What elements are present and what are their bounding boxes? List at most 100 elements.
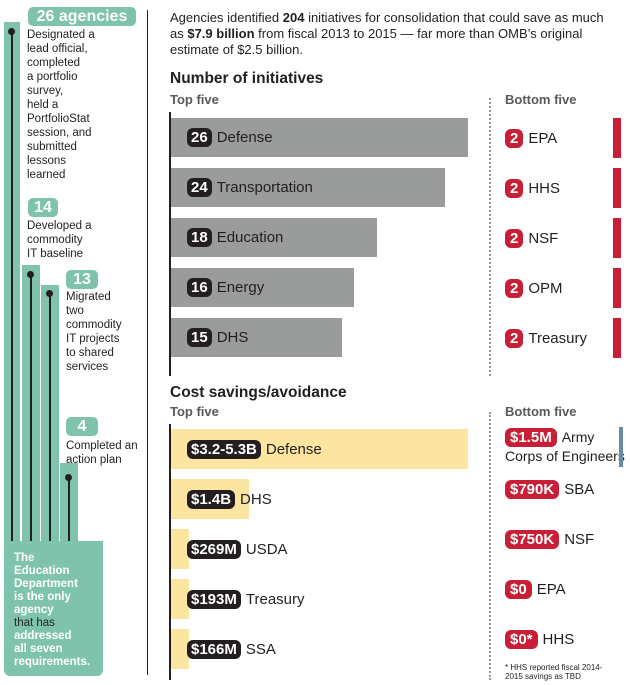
bottom-item: 2 OPM [505,279,563,298]
guide-line-3 [49,294,51,572]
sidebar-footer-box: The Education Department is the only agenc… [4,541,103,676]
axis-line [169,112,171,376]
top-five-label: Top five [170,92,219,107]
bar-label: 26 Defense [187,128,273,147]
value-label: $3.2-5.3B [187,439,261,459]
value-label: 18 [187,228,212,247]
bottom-item: 2 EPA [505,129,557,148]
bottom-value-label: $750K [505,530,560,549]
value-label: $1.4B [187,489,236,509]
bar-label: $166M SSA [187,639,276,659]
bottom-category-label: EPA [536,581,566,598]
bar [171,118,468,157]
bottom-category-label: NSF [528,230,559,247]
category-label: Defense [265,440,322,458]
category-label: SSA [245,640,276,658]
bottom-item: 2 NSF [505,229,558,248]
bottom-item: $0 EPA [505,580,566,599]
step-description: Migrated two commodity IT projects to shar… [66,291,122,373]
bottom-value-label: 2 [505,179,524,198]
bottom-item: 2 HHS [505,179,560,198]
bottom-value-label: 2 [505,229,524,248]
category-label: Education [216,229,284,246]
chart-title: Number of initiatives [170,70,324,87]
bottom-five-label: Bottom five [505,404,577,419]
bottom-category-label: EPA [528,130,558,147]
step-dot-2 [27,271,34,278]
bottom-value-label: 2 [505,129,524,148]
category-label: DHS [240,490,272,508]
step-count-badge: 26 agencies [28,7,136,26]
category-label: Defense [216,129,273,146]
step-description: Completed an action plan [66,440,138,466]
bar-label: $3.2-5.3B Defense [187,439,322,459]
bar [171,168,446,207]
intro-text: Agencies identified 204 initiatives for … [170,10,604,57]
bottom-item: $1.5M Army Corps of Engineers [505,428,625,464]
section-divider [489,98,491,376]
bottom-item: $790K SBA [505,480,594,499]
top-five-label: Top five [170,404,219,419]
value-label: 15 [187,328,212,347]
bottom-five-label: Bottom five [505,92,577,107]
bottom-bar [613,218,621,258]
step-dot-4 [65,474,72,481]
value-label: 16 [187,278,212,297]
value-label: $166M [187,639,241,659]
guide-line-4 [68,478,70,572]
bottom-item: $0* HHS [505,630,574,649]
bottom-value-label: $1.5M [505,428,557,447]
bar-label: 18 Education [187,228,283,247]
bottom-category-label: HHS [542,631,575,648]
bottom-value-label: $0* [505,630,538,649]
step-dot-3 [46,290,53,297]
category-label: Transportation [216,179,313,196]
bottom-category-label: HHS [528,180,561,197]
guide-line-2 [30,275,32,572]
category-label: Treasury [245,590,305,608]
bar-label: $193M Treasury [187,589,305,609]
bottom-category-label: OPM [528,280,563,297]
step-count-badge: 13 [66,270,98,289]
bottom-bar [613,268,621,308]
bottom-value-label: $0 [505,580,532,599]
value-label: 26 [187,128,212,147]
bar-label: $1.4B DHS [187,489,272,509]
bottom-category-label: Army [561,429,595,445]
step-count-badge: 14 [28,198,58,217]
footnote: * HHS reported fiscal 2014-2015 savings … [505,663,603,681]
bar [171,529,189,569]
bottom-category-label: SBA [564,481,595,498]
bottom-value-label: 2 [505,279,524,298]
bar [171,629,189,669]
bar [171,579,189,619]
bottom-item: $750K NSF [505,530,594,549]
step-description: Designated a lead official, completed a po… [27,29,95,181]
bottom-category-label: Treasury [528,330,587,347]
section-divider [489,412,491,680]
bottom-bar [619,427,623,467]
bottom-bar [613,318,621,358]
category-label: DHS [216,329,249,346]
bottom-item: 2 Treasury [505,329,587,348]
bottom-value-label: 2 [505,329,524,348]
axis-line [169,424,171,680]
bar-label: 16 Energy [187,278,264,297]
bottom-bar [613,168,621,208]
bottom-category-label: NSF [564,531,595,548]
category-label: Energy [216,279,265,296]
category-label: USDA [245,540,288,558]
guide-line-1 [11,32,13,572]
sidebar-footer-text: The Education Department is the only agenc… [14,552,91,668]
sidebar-divider [147,10,148,675]
bottom-bar [613,118,621,158]
chart-title: Cost savings/avoidance [170,384,347,401]
bar-label: 24 Transportation [187,178,313,197]
bar-label: 15 DHS [187,328,248,347]
value-label: $193M [187,589,241,609]
step-count-badge: 4 [66,417,98,436]
bar-label: $269M USDA [187,539,288,559]
bottom-value-label: $790K [505,480,560,499]
value-label: 24 [187,178,212,197]
step-description: Developed a commodity IT baseline [27,220,92,260]
